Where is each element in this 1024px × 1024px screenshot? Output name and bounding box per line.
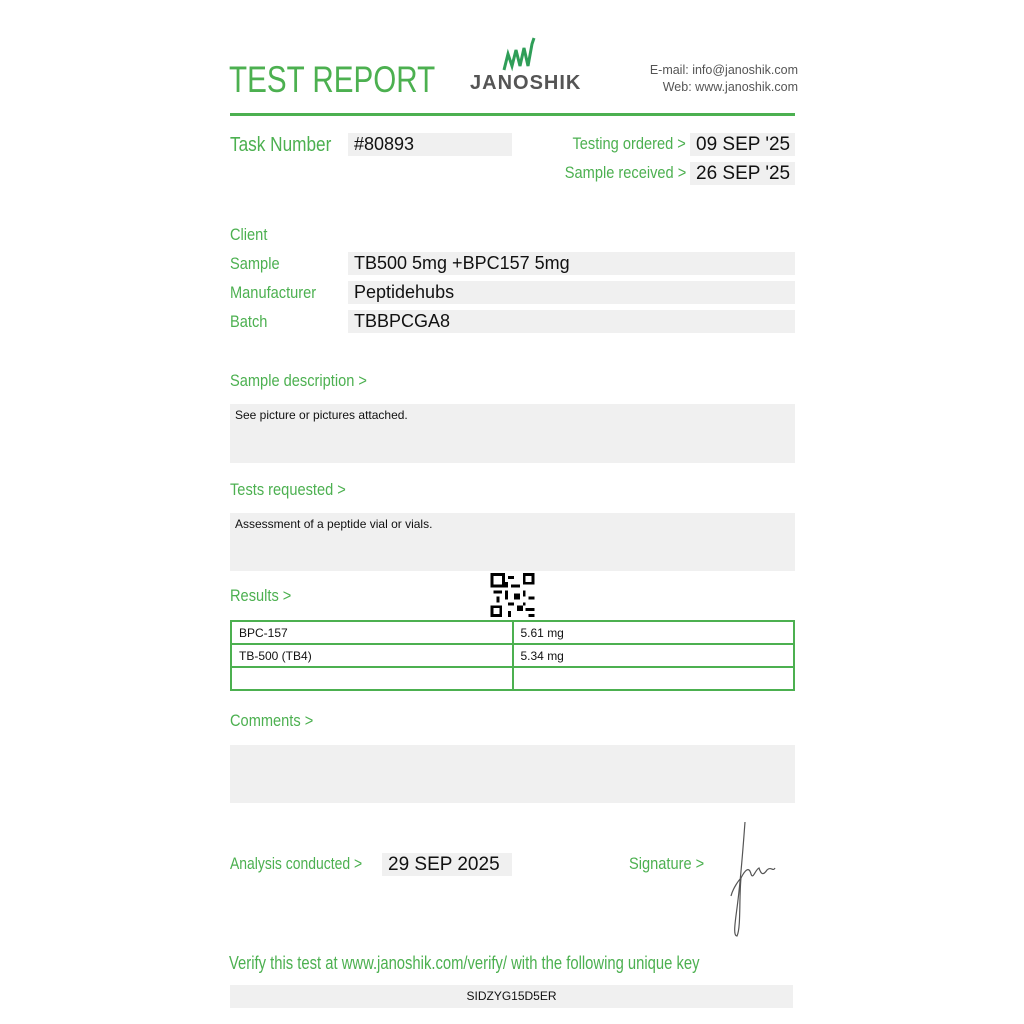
sample-description-label: Sample description > [230, 371, 367, 390]
email-label: E-mail: [649, 63, 689, 77]
batch-label: Batch [230, 312, 268, 331]
sample-field: TB500 5mg +BPC157 5mg [348, 252, 795, 275]
client-label: Client [230, 225, 268, 244]
result-value: 5.34 mg [511, 643, 795, 668]
logo-text: JANOSHIK [470, 72, 582, 94]
contact-info: E-mail: info@janoshik.com Web: www.janos… [650, 62, 798, 96]
table-row: BPC-157 5.61 mg [230, 620, 795, 645]
sample-description-field: See picture or pictures attached. [230, 404, 795, 463]
sample-received-label: Sample received > [564, 163, 686, 182]
verify-text: Verify this test at www.janoshik.com/ver… [229, 952, 700, 973]
comments-label: Comments > [230, 711, 314, 730]
results-table: BPC-157 5.61 mg TB-500 (TB4) 5.34 mg [230, 620, 795, 691]
results-label: Results > [230, 586, 292, 605]
tests-requested-label: Tests requested > [230, 480, 346, 499]
task-number-field: #80893 [348, 133, 512, 156]
sample-label: Sample [230, 254, 280, 273]
testing-ordered-field: 09 SEP '25 [690, 133, 795, 156]
manufacturer-label: Manufacturer [230, 283, 317, 302]
unique-key-field: SIDZYG15D5ER [230, 985, 793, 1008]
result-value: 5.61 mg [511, 620, 795, 645]
web-link[interactable]: www.janoshik.com [695, 80, 798, 94]
manufacturer-field: Peptidehubs [348, 281, 795, 304]
testing-ordered-label: Testing ordered > [572, 134, 686, 153]
email-link[interactable]: info@janoshik.com [692, 63, 798, 77]
qr-code-icon [490, 573, 535, 617]
web-label: Web: [662, 80, 692, 94]
report-title: TEST REPORT [229, 59, 436, 100]
janoshik-logo: JANOSHIK [470, 36, 580, 96]
batch-field: TBBPCGA8 [348, 310, 795, 333]
result-name: TB-500 (TB4) [230, 643, 514, 668]
result-value [511, 666, 795, 691]
signature-label: Signature > [629, 854, 705, 873]
comments-field [230, 745, 795, 803]
result-name [230, 666, 514, 691]
sample-received-field: 26 SEP '25 [690, 162, 795, 185]
result-name: BPC-157 [230, 620, 514, 645]
table-row: TB-500 (TB4) 5.34 mg [230, 643, 795, 668]
task-number-label: Task Number [230, 134, 332, 156]
analysis-conducted-label: Analysis conducted > [230, 854, 363, 873]
analysis-conducted-field: 29 SEP 2025 [382, 853, 512, 876]
tests-requested-field: Assessment of a peptide vial or vials. [230, 513, 795, 571]
signature-image [730, 821, 776, 937]
logo-chart-icon [502, 37, 536, 72]
table-row [230, 666, 795, 691]
header-divider [230, 113, 795, 116]
